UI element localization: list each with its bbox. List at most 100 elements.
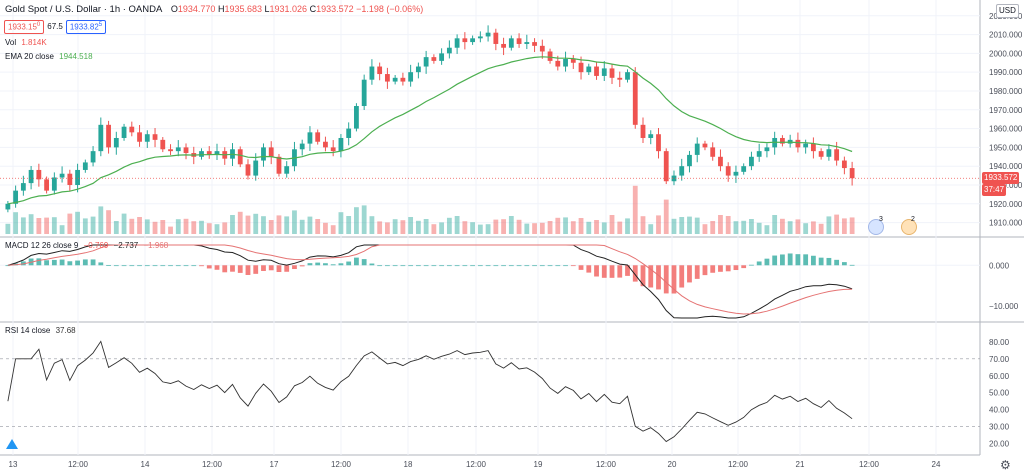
candle-body[interactable]	[493, 32, 499, 44]
candle-body[interactable]	[439, 53, 445, 61]
candle-body[interactable]	[408, 72, 414, 82]
candle-body[interactable]	[354, 106, 359, 129]
candle-body[interactable]	[415, 66, 421, 73]
candle-body[interactable]	[175, 147, 181, 152]
candle-body[interactable]	[539, 45, 545, 52]
candle-body[interactable]	[446, 47, 452, 54]
candle-body[interactable]	[338, 137, 344, 152]
candle-body[interactable]	[640, 124, 646, 138]
candle-body[interactable]	[121, 126, 127, 138]
candle-body[interactable]	[826, 149, 832, 157]
candles[interactable]	[5, 25, 855, 213]
candle-body[interactable]	[547, 51, 553, 61]
candle-body[interactable]	[454, 38, 460, 48]
candle-body[interactable]	[764, 147, 770, 152]
sell-button[interactable]: 1933.150	[4, 20, 45, 34]
candle-body[interactable]	[609, 68, 615, 78]
candle-body[interactable]	[183, 147, 189, 154]
candle-body[interactable]	[13, 190, 19, 204]
candle-body[interactable]	[253, 160, 259, 176]
volume-legend[interactable]: Vol 1.814K	[5, 38, 47, 47]
candle-body[interactable]	[5, 203, 11, 210]
candle-body[interactable]	[586, 66, 592, 73]
candle-body[interactable]	[795, 139, 801, 148]
candle-body[interactable]	[508, 38, 514, 48]
ema-legend[interactable]: EMA 20 close 1944.518	[5, 52, 93, 61]
candle-body[interactable]	[369, 66, 375, 80]
candle-body[interactable]	[741, 166, 747, 172]
candle-body[interactable]	[524, 42, 530, 44]
candle-body[interactable]	[82, 162, 88, 170]
buy-button[interactable]: 1933.825	[65, 20, 107, 34]
candle-body[interactable]	[849, 168, 855, 179]
candle-body[interactable]	[485, 32, 491, 37]
candle-body[interactable]	[532, 42, 537, 46]
candle-body[interactable]	[307, 132, 313, 144]
candle-body[interactable]	[756, 151, 762, 157]
candle-body[interactable]	[656, 134, 661, 152]
candle-body[interactable]	[578, 62, 584, 73]
candle-body[interactable]	[718, 156, 723, 167]
candle-body[interactable]	[199, 151, 204, 157]
candle-body[interactable]	[75, 169, 80, 185]
candle-body[interactable]	[617, 77, 623, 80]
candle-body[interactable]	[152, 134, 158, 140]
candle-body[interactable]	[51, 177, 57, 191]
candle-body[interactable]	[594, 66, 599, 76]
candle-body[interactable]	[90, 151, 96, 163]
candle-body[interactable]	[299, 143, 305, 150]
rsi-legend[interactable]: RSI 14 close 37.68	[5, 326, 76, 335]
candle-body[interactable]	[841, 160, 847, 169]
candle-body[interactable]	[687, 154, 692, 167]
candle-body[interactable]	[98, 124, 104, 152]
candle-body[interactable]	[679, 166, 685, 176]
macd-legend[interactable]: MACD 12 26 close 9 −0.769 −2.737 −1.968	[5, 241, 168, 250]
candle-body[interactable]	[59, 173, 65, 178]
candle-body[interactable]	[237, 149, 243, 165]
us-flag-event-icon[interactable]	[901, 219, 917, 235]
candle-body[interactable]	[137, 132, 142, 142]
candle-body[interactable]	[384, 74, 390, 82]
candle-body[interactable]	[44, 179, 50, 191]
candle-body[interactable]	[423, 57, 429, 67]
candle-body[interactable]	[67, 173, 73, 185]
currency-badge[interactable]: USD	[996, 4, 1019, 18]
candle-body[interactable]	[377, 66, 383, 75]
candle-body[interactable]	[261, 147, 266, 161]
candle-body[interactable]	[214, 151, 220, 155]
candle-body[interactable]	[462, 38, 468, 43]
candle-body[interactable]	[245, 164, 251, 176]
candle-body[interactable]	[315, 132, 321, 142]
candle-body[interactable]	[803, 143, 809, 148]
candle-body[interactable]	[28, 169, 34, 184]
candle-body[interactable]	[361, 79, 367, 107]
candle-body[interactable]	[144, 134, 150, 142]
candle-body[interactable]	[516, 38, 522, 44]
candle-body[interactable]	[834, 149, 840, 161]
candle-body[interactable]	[276, 156, 282, 174]
candle-body[interactable]	[160, 139, 166, 150]
candle-body[interactable]	[346, 128, 352, 138]
candle-body[interactable]	[733, 171, 739, 176]
candle-body[interactable]	[663, 151, 669, 182]
symbol-title[interactable]: Gold Spot / U.S. Dollar · 1h · OANDA	[5, 4, 163, 15]
tradingview-logo-icon[interactable]	[5, 437, 19, 449]
candle-body[interactable]	[648, 134, 654, 138]
candle-body[interactable]	[36, 169, 42, 180]
candle-body[interactable]	[330, 147, 336, 152]
candle-body[interactable]	[818, 151, 824, 157]
candle-body[interactable]	[323, 141, 328, 148]
candle-body[interactable]	[470, 38, 476, 43]
settings-gear-icon[interactable]: ⚙	[1000, 458, 1011, 472]
candle-body[interactable]	[671, 175, 677, 182]
candle-body[interactable]	[20, 183, 26, 191]
candle-body[interactable]	[810, 143, 816, 152]
candle-body[interactable]	[780, 137, 785, 144]
candle-body[interactable]	[392, 77, 398, 82]
candle-body[interactable]	[129, 126, 135, 133]
candle-body[interactable]	[710, 147, 716, 157]
candle-body[interactable]	[477, 36, 483, 39]
candle-body[interactable]	[168, 149, 173, 152]
us-flag-event-icon[interactable]	[868, 219, 884, 235]
